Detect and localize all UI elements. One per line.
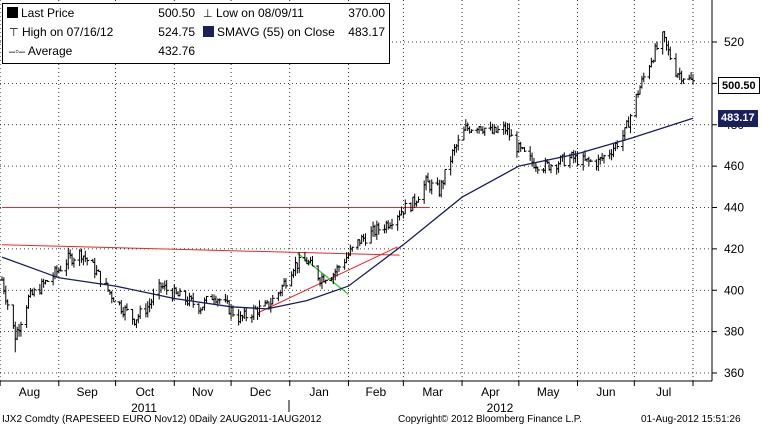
x-month-label: Nov: [192, 385, 213, 399]
legend-high-value: 524.75: [153, 24, 195, 40]
legend-average: –◦– Average: [9, 43, 72, 59]
x-month-label: Feb: [366, 385, 387, 399]
x-month-label: Dec: [250, 385, 271, 399]
legend-low-label: Low on 08/09/11: [216, 6, 304, 20]
y-tick-label: 440: [724, 201, 744, 215]
x-month-label: Oct: [136, 385, 155, 399]
x-year-label: 2012: [487, 401, 514, 415]
average-marker-icon: –◦–: [9, 46, 25, 58]
smavg-price-tag: 483.17: [718, 110, 758, 127]
last-price-swatch-icon: [7, 7, 18, 18]
legend-average-value: 432.76: [153, 43, 195, 59]
legend-average-label: Average: [28, 44, 72, 58]
x-month-label: Jan: [309, 385, 328, 399]
high-marker-icon: ⊤: [9, 27, 19, 39]
x-year-label: 2011: [131, 401, 157, 415]
legend-low: ⊥ Low on 08/09/11: [203, 5, 304, 21]
y-tick-label: 360: [724, 366, 744, 380]
smavg-swatch-icon: [203, 26, 214, 37]
legend-smavg-label: SMAVG (55) on Close: [217, 25, 335, 39]
x-month-label: Mar: [422, 385, 443, 399]
x-month-label: Apr: [481, 385, 500, 399]
footer-timestamp: 01-Aug-2012 15:51:26: [641, 414, 741, 425]
last-price-tag: 500.50: [718, 77, 760, 94]
legend-last-price-value: 500.50: [153, 5, 195, 21]
legend-last-price-label: Last Price: [21, 6, 74, 20]
low-marker-icon: ⊥: [203, 8, 213, 20]
y-tick-label: 520: [724, 35, 744, 49]
x-month-label: Aug: [19, 385, 40, 399]
footer-ticker: IJX2 Comdty (RAPESEED EURO Nov12) 0Daily…: [2, 414, 321, 425]
legend-box: Last Price 500.50 ⊥ Low on 08/09/11 370.…: [2, 3, 390, 64]
legend-smavg-value: 483.17: [343, 24, 385, 40]
y-tick-label: 400: [724, 283, 744, 297]
y-tick-label: 380: [724, 325, 744, 339]
legend-smavg: SMAVG (55) on Close: [203, 24, 335, 40]
x-month-label: Sep: [77, 385, 99, 399]
legend-last-price: Last Price: [7, 5, 74, 21]
x-month-label: Jun: [596, 385, 615, 399]
legend-low-value: 370.00: [343, 5, 385, 21]
legend-high: ⊤ High on 07/16/12: [9, 24, 113, 40]
x-month-label: May: [537, 385, 560, 399]
y-tick-label: 460: [724, 159, 744, 173]
x-month-label: Jul: [656, 385, 671, 399]
y-tick-label: 420: [724, 242, 744, 256]
legend-high-label: High on 07/16/12: [22, 25, 113, 39]
footer-copyright: Copyright© 2012 Bloomberg Finance L.P.: [398, 414, 582, 425]
